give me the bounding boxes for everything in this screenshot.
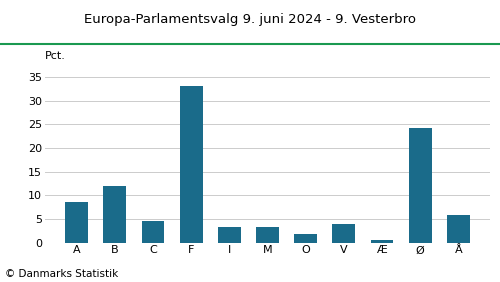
- Bar: [408, 128, 432, 243]
- Bar: [332, 224, 355, 243]
- Bar: [218, 227, 241, 243]
- Bar: [294, 235, 317, 243]
- Text: © Danmarks Statistik: © Danmarks Statistik: [5, 269, 118, 279]
- Text: Pct.: Pct.: [45, 51, 66, 61]
- Bar: [104, 186, 126, 243]
- Text: Europa-Parlamentsvalg 9. juni 2024 - 9. Vesterbro: Europa-Parlamentsvalg 9. juni 2024 - 9. …: [84, 13, 416, 26]
- Bar: [180, 86, 203, 243]
- Bar: [370, 240, 394, 243]
- Bar: [142, 221, 165, 243]
- Bar: [65, 202, 88, 243]
- Bar: [256, 227, 279, 243]
- Bar: [447, 215, 470, 243]
